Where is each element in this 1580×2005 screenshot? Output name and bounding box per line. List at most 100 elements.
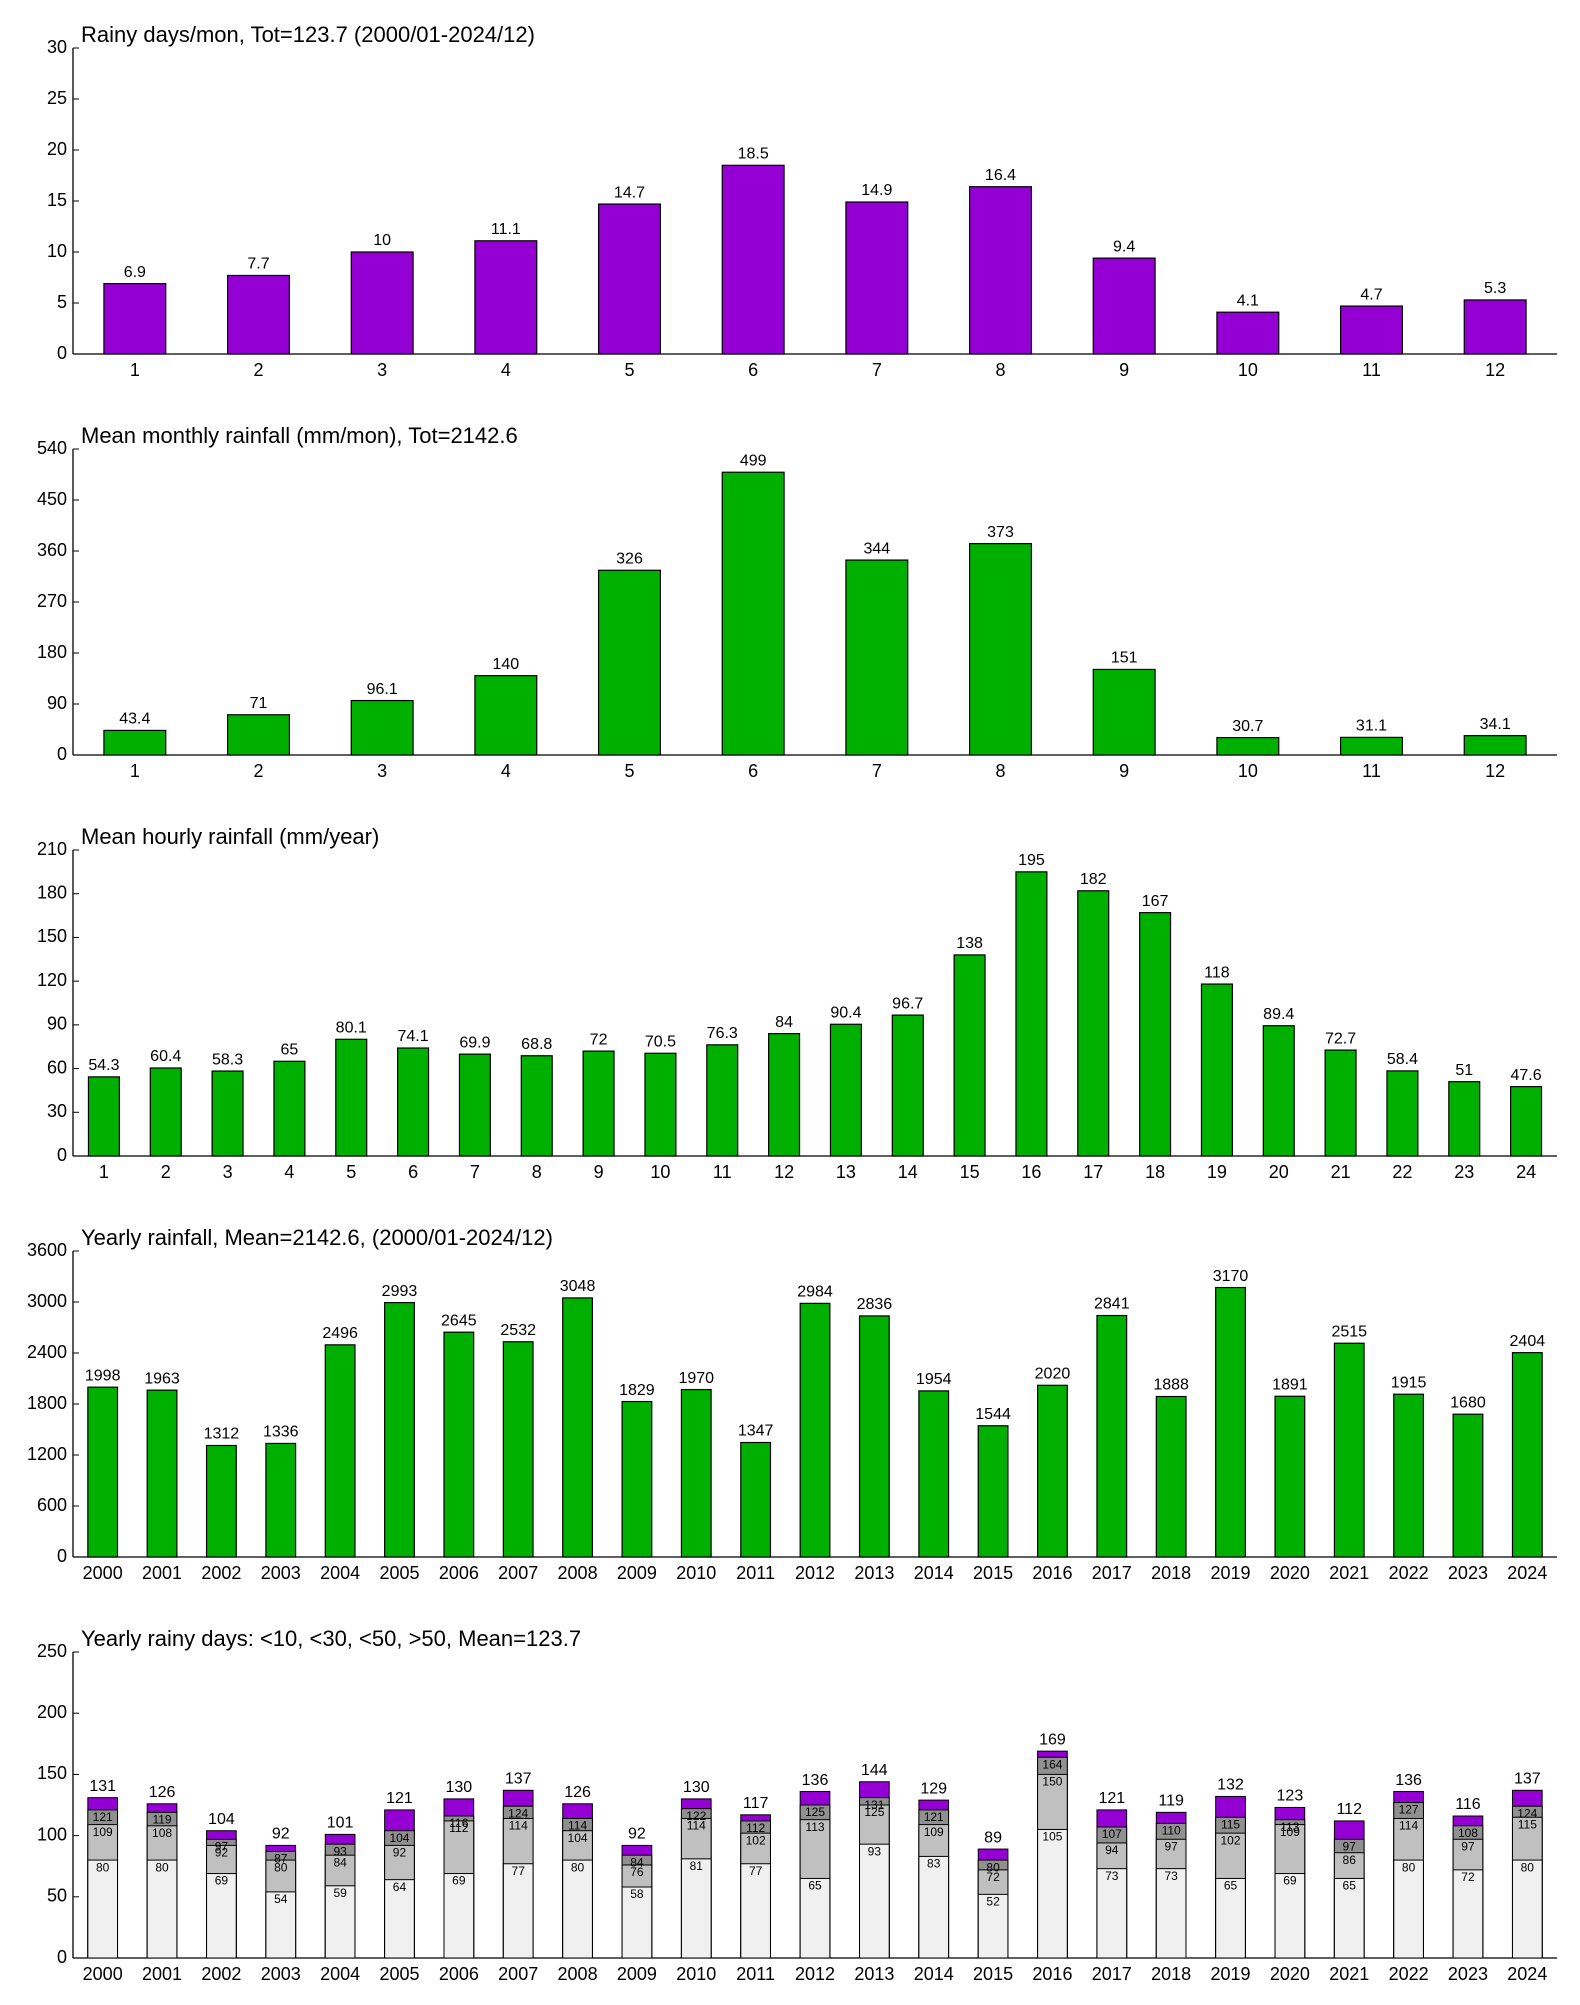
segment-label: 58 [630,1887,644,1901]
bar [1339,736,1404,756]
segment-label: 108 [152,1826,172,1840]
x-tick-label: 12 [1485,761,1505,781]
bar [1448,1081,1481,1157]
bar-segment [1037,1828,1068,1959]
value-label: 129 [920,1780,947,1797]
chart-title: Yearly rainfall, Mean=2142.6, (2000/01-2… [81,1225,553,1250]
x-tick-label: 2024 [1507,1563,1547,1583]
x-tick-label: 8 [995,761,1005,781]
bar [1463,299,1527,355]
value-label: 92 [272,1826,290,1843]
segment-label: 73 [1164,1869,1178,1883]
bar-segment [977,1893,1009,1959]
x-tick-label: 12 [774,1162,794,1182]
bar [146,1389,178,1558]
bar [1324,1049,1357,1157]
bar-segment [87,1859,119,1959]
value-label: 2404 [1510,1333,1546,1350]
value-label: 117 [743,1795,769,1812]
y-tick-label: 15 [47,190,67,210]
bar [968,186,1033,355]
segment-label: 80 [96,1860,110,1874]
segment-label: 119 [152,1813,171,1827]
value-label: 1954 [916,1371,952,1388]
value-label: 84 [775,1014,793,1031]
bar [335,1038,368,1157]
bar [205,1444,237,1558]
segment-label: 69 [452,1874,466,1888]
value-label: 121 [386,1790,413,1807]
value-label: 89 [984,1829,1002,1846]
segment-label: 86 [1343,1853,1357,1867]
x-tick-label: 10 [1238,761,1258,781]
x-tick-label: 17 [1083,1162,1103,1182]
segment-label: 64 [393,1880,407,1894]
x-tick-label: 11 [1362,360,1381,380]
bar [520,1055,553,1157]
y-tick-label: 200 [37,1702,67,1722]
x-tick-label: 13 [836,1162,856,1182]
x-tick-label: 11 [713,1162,732,1182]
value-label: 1888 [1153,1377,1189,1394]
bar [858,1315,890,1558]
segment-label: 52 [986,1895,1000,1909]
value-label: 131 [89,1778,116,1795]
bar [1036,1384,1068,1558]
x-tick-label: 2002 [201,1563,241,1583]
bar [1015,871,1048,1157]
x-tick-label: 1 [99,1162,109,1182]
x-tick-label: 9 [1119,761,1129,781]
y-tick-label: 2400 [27,1342,67,1362]
segment-label: 125 [864,1805,884,1819]
segment-label: 80 [274,1860,288,1874]
x-tick-label: 21 [1331,1162,1351,1182]
bar [706,1044,739,1157]
x-tick-label: 2011 [736,1964,775,1984]
value-label: 31.1 [1356,718,1387,735]
segment-label: 104 [389,1831,409,1845]
segment-label: 97 [1461,1839,1475,1853]
value-label: 65 [281,1042,299,1059]
segment-label: 92 [215,1846,229,1860]
x-tick-label: 4 [284,1162,294,1182]
bar [443,1331,475,1558]
y-tick-label: 50 [47,1886,67,1906]
bar [562,1297,593,1558]
segment-label: 84 [630,1855,644,1869]
segment-label: 92 [393,1846,407,1860]
x-tick-label: 2000 [83,1964,123,1984]
bar-segment [1096,1868,1128,1959]
value-label: 34.1 [1480,716,1511,733]
x-tick-label: 5 [624,761,634,781]
bar [1200,983,1233,1157]
value-label: 101 [327,1815,354,1832]
value-label: 130 [445,1779,472,1796]
x-tick-label: 2015 [973,1964,1013,1984]
bar-segment [799,1877,831,1959]
x-tick-label: 2013 [854,1563,894,1583]
value-label: 344 [863,540,890,557]
y-tick-label: 90 [47,693,67,713]
x-tick-label: 2003 [261,1964,301,1984]
bar-segment [146,1859,178,1959]
segment-label: 102 [746,1833,766,1847]
x-tick-label: 3 [377,360,387,380]
value-label: 11.1 [491,221,521,238]
value-label: 2836 [857,1296,893,1313]
bar [1452,1413,1484,1558]
bar-segment [680,1858,712,1959]
bar [1155,1395,1187,1558]
value-label: 3170 [1213,1268,1249,1285]
bar [1215,1286,1246,1558]
bar [226,714,291,756]
bar [350,699,414,756]
x-tick-label: 2022 [1389,1563,1429,1583]
value-label: 2984 [797,1284,833,1301]
x-tick-label: 2017 [1092,1563,1132,1583]
x-tick-label: 2016 [1032,1563,1072,1583]
y-tick-label: 120 [37,970,67,990]
segment-label: 93 [333,1844,347,1858]
value-label: 1998 [85,1367,121,1384]
segment-label: 107 [1102,1827,1122,1841]
